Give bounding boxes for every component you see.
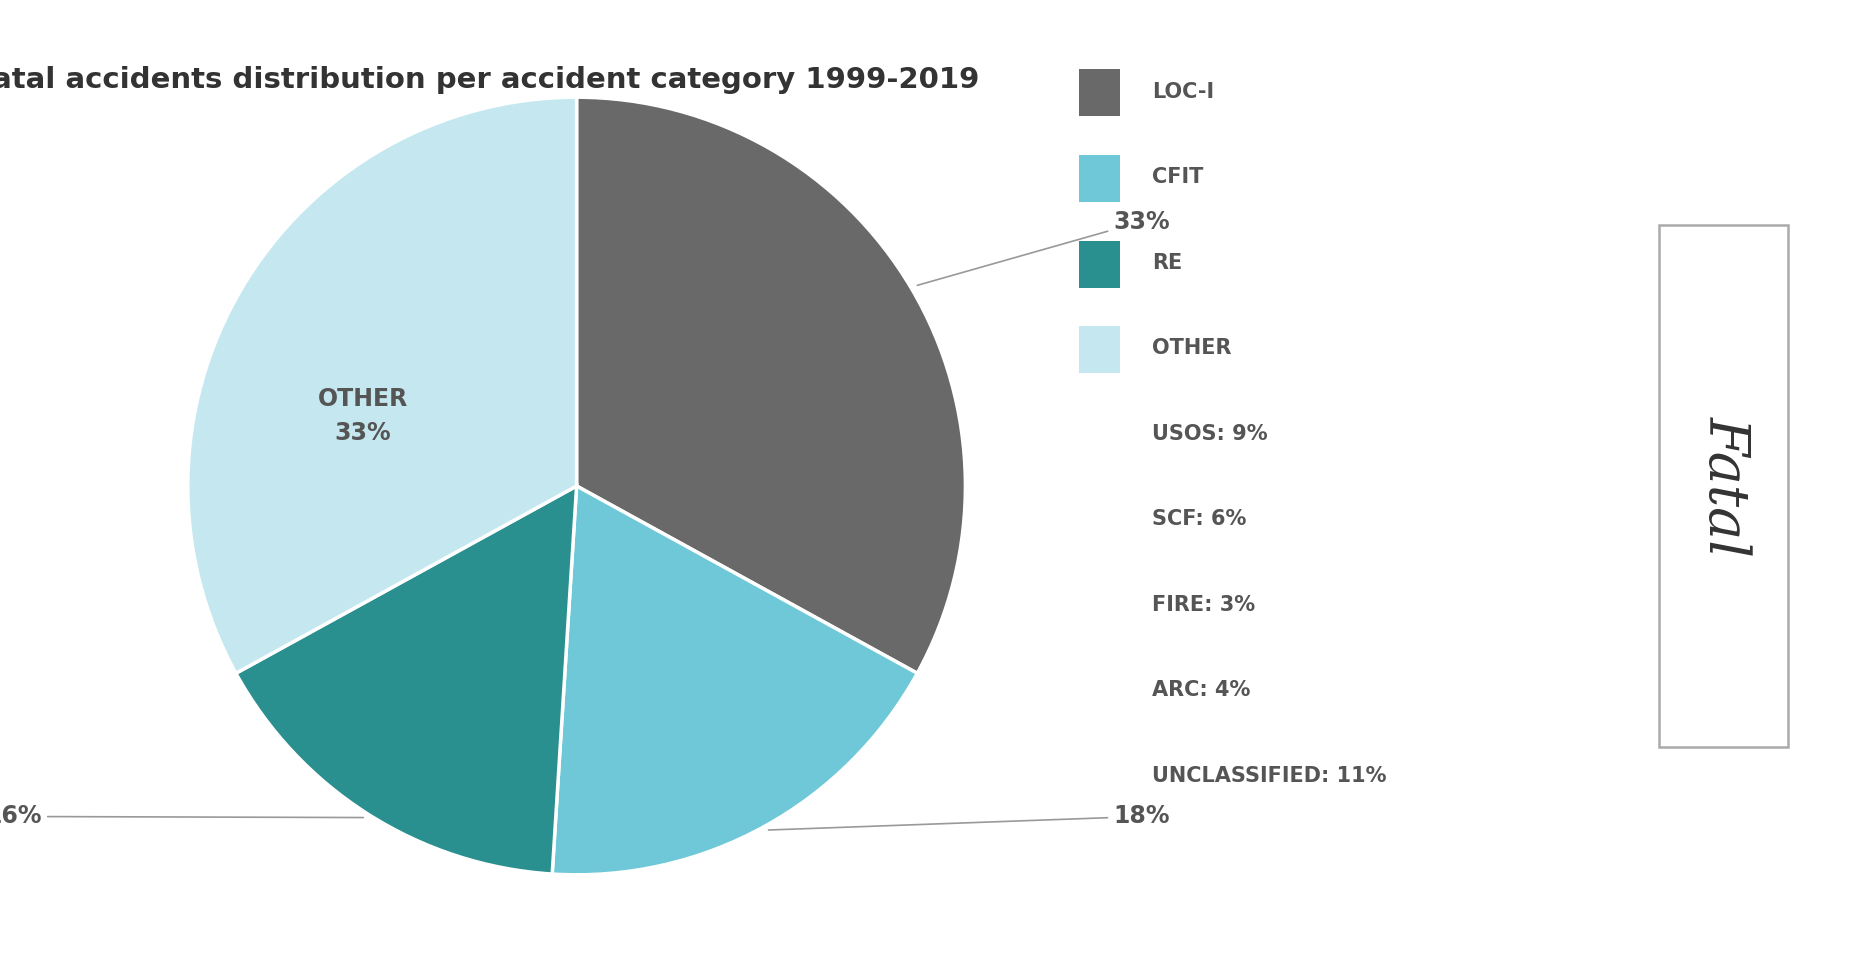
Text: OTHER
33%: OTHER 33% (318, 387, 407, 445)
Text: Fatal accidents distribution per accident category 1999-2019: Fatal accidents distribution per acciden… (0, 66, 980, 94)
Text: RE: RE (1151, 253, 1181, 273)
Bar (1079, 155, 1120, 202)
Bar (1079, 240, 1120, 288)
Text: LOC-I: LOC-I (1151, 82, 1215, 102)
Text: FIRE: 3%: FIRE: 3% (1151, 595, 1256, 615)
Text: 33%: 33% (917, 210, 1170, 286)
Text: OTHER: OTHER (1151, 338, 1231, 359)
Text: Fatal: Fatal (1698, 415, 1752, 557)
Wedge shape (552, 486, 917, 875)
Text: UNCLASSIFIED: 11%: UNCLASSIFIED: 11% (1151, 766, 1386, 786)
Bar (1079, 326, 1120, 373)
Bar (1079, 69, 1120, 117)
Bar (1659, 225, 1787, 747)
Wedge shape (577, 97, 965, 674)
Text: 16%: 16% (0, 805, 363, 828)
Text: CFIT: CFIT (1151, 167, 1203, 188)
Text: 18%: 18% (768, 805, 1170, 830)
Text: USOS: 9%: USOS: 9% (1151, 424, 1267, 444)
Wedge shape (188, 97, 577, 674)
Wedge shape (236, 486, 577, 874)
Text: ARC: 4%: ARC: 4% (1151, 680, 1250, 701)
Text: SCF: 6%: SCF: 6% (1151, 509, 1246, 530)
